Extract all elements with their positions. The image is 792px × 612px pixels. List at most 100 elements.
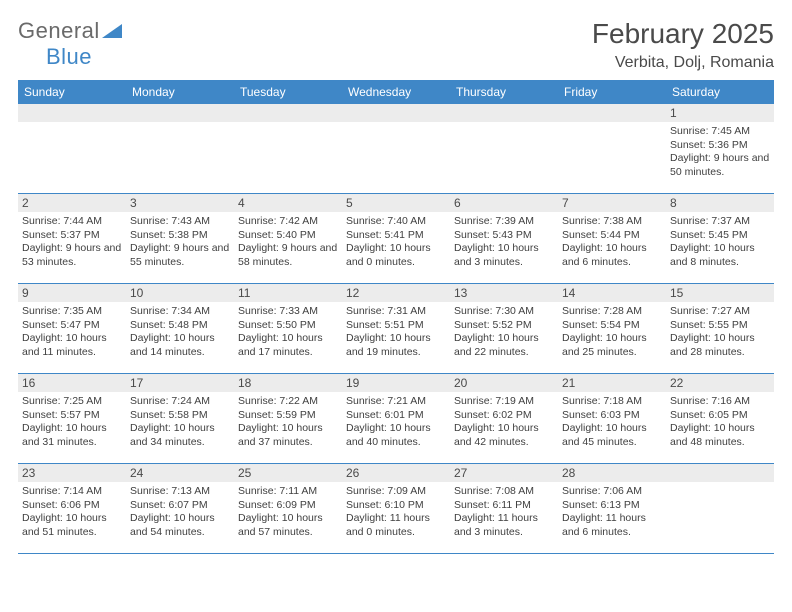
calendar-week: 2 Sunrise: 7:44 AMSunset: 5:37 PMDaylight…: [18, 194, 774, 284]
calendar-table: SundayMondayTuesdayWednesdayThursdayFrid…: [18, 80, 774, 554]
day-details: Sunrise: 7:21 AMSunset: 6:01 PMDaylight:…: [346, 395, 446, 450]
calendar-cell: 8 Sunrise: 7:37 AMSunset: 5:45 PMDaylight…: [666, 194, 774, 284]
calendar-cell: 26 Sunrise: 7:09 AMSunset: 6:10 PMDayligh…: [342, 464, 450, 554]
calendar-cell: 20 Sunrise: 7:19 AMSunset: 6:02 PMDayligh…: [450, 374, 558, 464]
day-details: Sunrise: 7:13 AMSunset: 6:07 PMDaylight:…: [130, 485, 230, 540]
calendar-week: 9 Sunrise: 7:35 AMSunset: 5:47 PMDaylight…: [18, 284, 774, 374]
day-details: Sunrise: 7:45 AMSunset: 5:36 PMDaylight:…: [670, 125, 770, 180]
day-number: [342, 104, 450, 122]
day-details: Sunrise: 7:34 AMSunset: 5:48 PMDaylight:…: [130, 305, 230, 360]
day-number: 1: [666, 104, 774, 122]
day-number: 11: [234, 284, 342, 302]
calendar-cell: 19 Sunrise: 7:21 AMSunset: 6:01 PMDayligh…: [342, 374, 450, 464]
calendar-cell: 18 Sunrise: 7:22 AMSunset: 5:59 PMDayligh…: [234, 374, 342, 464]
day-details: Sunrise: 7:33 AMSunset: 5:50 PMDaylight:…: [238, 305, 338, 360]
day-details: Sunrise: 7:40 AMSunset: 5:41 PMDaylight:…: [346, 215, 446, 270]
calendar-cell: 15 Sunrise: 7:27 AMSunset: 5:55 PMDayligh…: [666, 284, 774, 374]
day-number: 19: [342, 374, 450, 392]
calendar-cell: 3 Sunrise: 7:43 AMSunset: 5:38 PMDaylight…: [126, 194, 234, 284]
month-title: February 2025: [592, 18, 774, 50]
day-details: Sunrise: 7:37 AMSunset: 5:45 PMDaylight:…: [670, 215, 770, 270]
day-details: Sunrise: 7:22 AMSunset: 5:59 PMDaylight:…: [238, 395, 338, 450]
day-number: [666, 464, 774, 482]
day-details: Sunrise: 7:42 AMSunset: 5:40 PMDaylight:…: [238, 215, 338, 270]
calendar-cell: [666, 464, 774, 554]
day-number: 9: [18, 284, 126, 302]
calendar-cell: 16 Sunrise: 7:25 AMSunset: 5:57 PMDayligh…: [18, 374, 126, 464]
day-number: 22: [666, 374, 774, 392]
day-details: Sunrise: 7:18 AMSunset: 6:03 PMDaylight:…: [562, 395, 662, 450]
day-details: Sunrise: 7:31 AMSunset: 5:51 PMDaylight:…: [346, 305, 446, 360]
day-number: 7: [558, 194, 666, 212]
day-number: 4: [234, 194, 342, 212]
calendar-cell: 1 Sunrise: 7:45 AMSunset: 5:36 PMDaylight…: [666, 104, 774, 194]
day-details: Sunrise: 7:30 AMSunset: 5:52 PMDaylight:…: [454, 305, 554, 360]
day-number: 26: [342, 464, 450, 482]
title-block: February 2025 Verbita, Dolj, Romania: [592, 18, 774, 72]
day-number: 13: [450, 284, 558, 302]
calendar-cell: 23Sunrise: 7:14 AMSunset: 6:06 PMDayligh…: [18, 464, 126, 554]
calendar-cell: [450, 104, 558, 194]
calendar-cell: 28 Sunrise: 7:06 AMSunset: 6:13 PMDayligh…: [558, 464, 666, 554]
day-number: 17: [126, 374, 234, 392]
day-details: Sunrise: 7:09 AMSunset: 6:10 PMDaylight:…: [346, 485, 446, 540]
day-number: 15: [666, 284, 774, 302]
day-number: 3: [126, 194, 234, 212]
calendar-cell: 27Sunrise: 7:08 AMSunset: 6:11 PMDayligh…: [450, 464, 558, 554]
calendar-cell: [234, 104, 342, 194]
logo: General Blue: [18, 18, 122, 70]
day-number: 20: [450, 374, 558, 392]
calendar-cell: 5 Sunrise: 7:40 AMSunset: 5:41 PMDaylight…: [342, 194, 450, 284]
day-number: 18: [234, 374, 342, 392]
day-details: Sunrise: 7:43 AMSunset: 5:38 PMDaylight:…: [130, 215, 230, 270]
day-number: 2: [18, 194, 126, 212]
day-of-week-header: Sunday: [18, 81, 126, 104]
day-number: [234, 104, 342, 122]
day-number: 5: [342, 194, 450, 212]
calendar-cell: 17 Sunrise: 7:24 AMSunset: 5:58 PMDayligh…: [126, 374, 234, 464]
day-details: Sunrise: 7:19 AMSunset: 6:02 PMDaylight:…: [454, 395, 554, 450]
day-details: Sunrise: 7:28 AMSunset: 5:54 PMDaylight:…: [562, 305, 662, 360]
day-number: [558, 104, 666, 122]
calendar-week: 16 Sunrise: 7:25 AMSunset: 5:57 PMDayligh…: [18, 374, 774, 464]
calendar-cell: 4 Sunrise: 7:42 AMSunset: 5:40 PMDaylight…: [234, 194, 342, 284]
calendar-cell: 11 Sunrise: 7:33 AMSunset: 5:50 PMDayligh…: [234, 284, 342, 374]
calendar-page: General Blue February 2025 Verbita, Dolj…: [0, 0, 792, 564]
header: General Blue February 2025 Verbita, Dolj…: [18, 18, 774, 72]
calendar-cell: 9 Sunrise: 7:35 AMSunset: 5:47 PMDaylight…: [18, 284, 126, 374]
day-number: 8: [666, 194, 774, 212]
day-of-week-row: SundayMondayTuesdayWednesdayThursdayFrid…: [18, 81, 774, 104]
day-details: Sunrise: 7:27 AMSunset: 5:55 PMDaylight:…: [670, 305, 770, 360]
day-of-week-header: Friday: [558, 81, 666, 104]
day-of-week-header: Thursday: [450, 81, 558, 104]
day-number: 28: [558, 464, 666, 482]
calendar-cell: 13 Sunrise: 7:30 AMSunset: 5:52 PMDayligh…: [450, 284, 558, 374]
calendar-cell: 21 Sunrise: 7:18 AMSunset: 6:03 PMDayligh…: [558, 374, 666, 464]
calendar-cell: 24Sunrise: 7:13 AMSunset: 6:07 PMDayligh…: [126, 464, 234, 554]
calendar-cell: 25Sunrise: 7:11 AMSunset: 6:09 PMDayligh…: [234, 464, 342, 554]
day-details: Sunrise: 7:38 AMSunset: 5:44 PMDaylight:…: [562, 215, 662, 270]
day-details: Sunrise: 7:44 AMSunset: 5:37 PMDaylight:…: [22, 215, 122, 270]
calendar-week: 23Sunrise: 7:14 AMSunset: 6:06 PMDayligh…: [18, 464, 774, 554]
day-details: Sunrise: 7:39 AMSunset: 5:43 PMDaylight:…: [454, 215, 554, 270]
calendar-cell: 2 Sunrise: 7:44 AMSunset: 5:37 PMDaylight…: [18, 194, 126, 284]
day-of-week-header: Monday: [126, 81, 234, 104]
calendar-cell: [558, 104, 666, 194]
logo-word-general: General: [18, 18, 100, 43]
day-details: Sunrise: 7:11 AMSunset: 6:09 PMDaylight:…: [238, 485, 338, 540]
day-number: 16: [18, 374, 126, 392]
calendar-body: 1 Sunrise: 7:45 AMSunset: 5:36 PMDaylight…: [18, 104, 774, 554]
day-number: 27: [450, 464, 558, 482]
calendar-cell: 22Sunrise: 7:16 AMSunset: 6:05 PMDayligh…: [666, 374, 774, 464]
calendar-cell: 14Sunrise: 7:28 AMSunset: 5:54 PMDayligh…: [558, 284, 666, 374]
logo-triangle-icon: [102, 24, 122, 38]
day-details: Sunrise: 7:06 AMSunset: 6:13 PMDaylight:…: [562, 485, 662, 540]
day-details: Sunrise: 7:24 AMSunset: 5:58 PMDaylight:…: [130, 395, 230, 450]
day-number: 23: [18, 464, 126, 482]
calendar-cell: [342, 104, 450, 194]
day-number: 21: [558, 374, 666, 392]
day-details: Sunrise: 7:25 AMSunset: 5:57 PMDaylight:…: [22, 395, 122, 450]
calendar-cell: 12Sunrise: 7:31 AMSunset: 5:51 PMDayligh…: [342, 284, 450, 374]
day-number: [450, 104, 558, 122]
day-details: Sunrise: 7:35 AMSunset: 5:47 PMDaylight:…: [22, 305, 122, 360]
